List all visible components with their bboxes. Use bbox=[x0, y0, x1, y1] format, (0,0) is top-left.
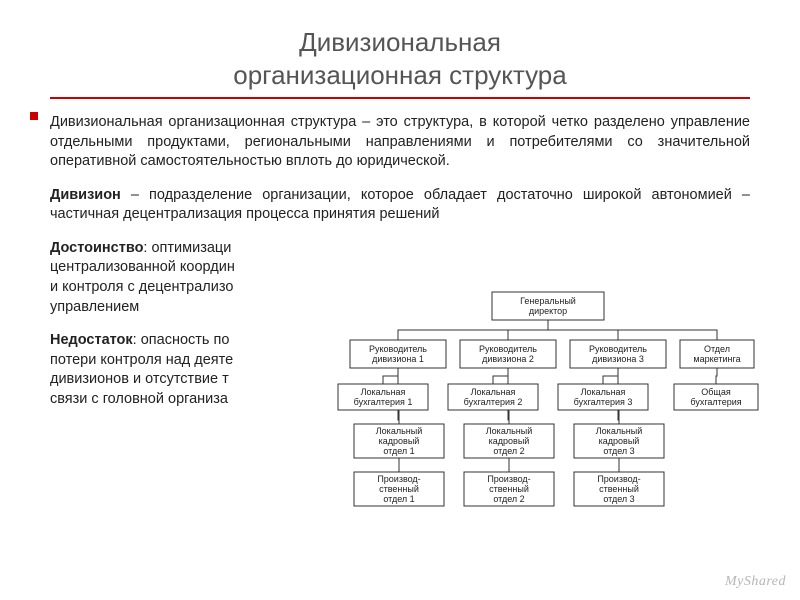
svg-text:отдел 1: отдел 1 bbox=[383, 446, 414, 456]
svg-text:дивизиона 3: дивизиона 3 bbox=[592, 354, 644, 364]
svg-text:бухгалтерия 3: бухгалтерия 3 bbox=[574, 397, 633, 407]
bold-division: Дивизион bbox=[50, 187, 121, 203]
org-node-b2: Локальнаябухгалтерия 2 bbox=[448, 384, 538, 410]
para-definition: Дивизиональная организационная структура… bbox=[50, 113, 750, 172]
svg-text:Производ-: Производ- bbox=[597, 474, 640, 484]
org-node-root: Генеральныйдиректор bbox=[492, 292, 604, 320]
title-line-2: организационная структура bbox=[233, 60, 566, 90]
svg-text:Локальный: Локальный bbox=[486, 426, 532, 436]
title-bullet bbox=[30, 112, 38, 120]
svg-text:ственный: ственный bbox=[379, 484, 419, 494]
svg-text:кадровый: кадровый bbox=[379, 436, 420, 446]
svg-text:отдел 2: отдел 2 bbox=[493, 494, 524, 504]
org-node-p1: Производ-ственныйотдел 1 bbox=[354, 472, 444, 506]
svg-text:дивизиона 2: дивизиона 2 bbox=[482, 354, 534, 364]
svg-text:Отдел: Отдел bbox=[704, 344, 730, 354]
svg-text:директор: директор bbox=[529, 306, 567, 316]
svg-text:отдел 1: отдел 1 bbox=[383, 494, 414, 504]
org-node-p3: Производ-ственныйотдел 3 bbox=[574, 472, 664, 506]
svg-text:Руководитель: Руководитель bbox=[369, 344, 427, 354]
svg-text:Общая: Общая bbox=[701, 387, 731, 397]
svg-text:маркетинга: маркетинга bbox=[693, 354, 740, 364]
dis-l4: связи с головной организа bbox=[50, 391, 228, 407]
adv-l4: управлением bbox=[50, 299, 139, 315]
svg-text:бухгалтерия: бухгалтерия bbox=[690, 397, 741, 407]
dis-l2: потери контроля над деяте bbox=[50, 352, 233, 368]
svg-text:бухгалтерия 2: бухгалтерия 2 bbox=[464, 397, 523, 407]
adv-l1: : оптимизаци bbox=[143, 240, 231, 256]
dis-l1: : опасность по bbox=[133, 332, 230, 348]
bold-advantage: Достоинство bbox=[50, 240, 143, 256]
svg-text:Локальная: Локальная bbox=[361, 387, 406, 397]
svg-text:Локальный: Локальный bbox=[376, 426, 422, 436]
adv-l2: централизованной координ bbox=[50, 259, 235, 275]
svg-text:Производ-: Производ- bbox=[377, 474, 420, 484]
svg-text:бухгалтерия 1: бухгалтерия 1 bbox=[354, 397, 413, 407]
svg-text:Локальная: Локальная bbox=[471, 387, 516, 397]
org-node-k3: Локальныйкадровыйотдел 3 bbox=[574, 424, 664, 458]
svg-text:Генеральный: Генеральный bbox=[520, 296, 576, 306]
slide: Дивизиональная организационная структура… bbox=[0, 0, 800, 600]
title-underline bbox=[50, 97, 750, 99]
org-chart: ГенеральныйдиректорРуководительдивизиона… bbox=[332, 288, 764, 548]
org-node-b3: Локальнаябухгалтерия 3 bbox=[558, 384, 648, 410]
para-division: Дивизион – подразделение организации, ко… bbox=[50, 186, 750, 225]
para-division-rest: – подразделение организации, которое обл… bbox=[50, 187, 750, 223]
org-node-p2: Производ-ственныйотдел 2 bbox=[464, 472, 554, 506]
org-svg: ГенеральныйдиректорРуководительдивизиона… bbox=[332, 288, 764, 548]
svg-text:кадровый: кадровый bbox=[489, 436, 530, 446]
dis-l3: дивизионов и отсутствие т bbox=[50, 371, 229, 387]
watermark: MyShared bbox=[725, 574, 786, 590]
org-node-mk: Отделмаркетинга bbox=[680, 340, 754, 368]
svg-text:кадровый: кадровый bbox=[599, 436, 640, 446]
org-node-d3: Руководительдивизиона 3 bbox=[570, 340, 666, 368]
adv-l3: и контроля с децентрализо bbox=[50, 279, 233, 295]
bold-disadvantage: Недостаток bbox=[50, 332, 133, 348]
org-node-k2: Локальныйкадровыйотдел 2 bbox=[464, 424, 554, 458]
svg-text:ственный: ственный bbox=[599, 484, 639, 494]
org-node-d1: Руководительдивизиона 1 bbox=[350, 340, 446, 368]
org-node-k1: Локальныйкадровыйотдел 1 bbox=[354, 424, 444, 458]
svg-text:Руководитель: Руководитель bbox=[479, 344, 537, 354]
svg-text:ственный: ственный bbox=[489, 484, 529, 494]
svg-text:Локальная: Локальная bbox=[581, 387, 626, 397]
title-line-1: Дивизиональная bbox=[299, 27, 501, 57]
svg-text:дивизиона 1: дивизиона 1 bbox=[372, 354, 424, 364]
svg-text:Локальный: Локальный bbox=[596, 426, 642, 436]
svg-text:отдел 3: отдел 3 bbox=[603, 494, 634, 504]
org-node-d2: Руководительдивизиона 2 bbox=[460, 340, 556, 368]
svg-text:Руководитель: Руководитель bbox=[589, 344, 647, 354]
org-node-ob: Общаябухгалтерия bbox=[674, 384, 758, 410]
svg-text:отдел 2: отдел 2 bbox=[493, 446, 524, 456]
slide-title: Дивизиональная организационная структура bbox=[50, 26, 750, 91]
svg-text:отдел 3: отдел 3 bbox=[603, 446, 634, 456]
svg-text:Производ-: Производ- bbox=[487, 474, 530, 484]
org-node-b1: Локальнаябухгалтерия 1 bbox=[338, 384, 428, 410]
